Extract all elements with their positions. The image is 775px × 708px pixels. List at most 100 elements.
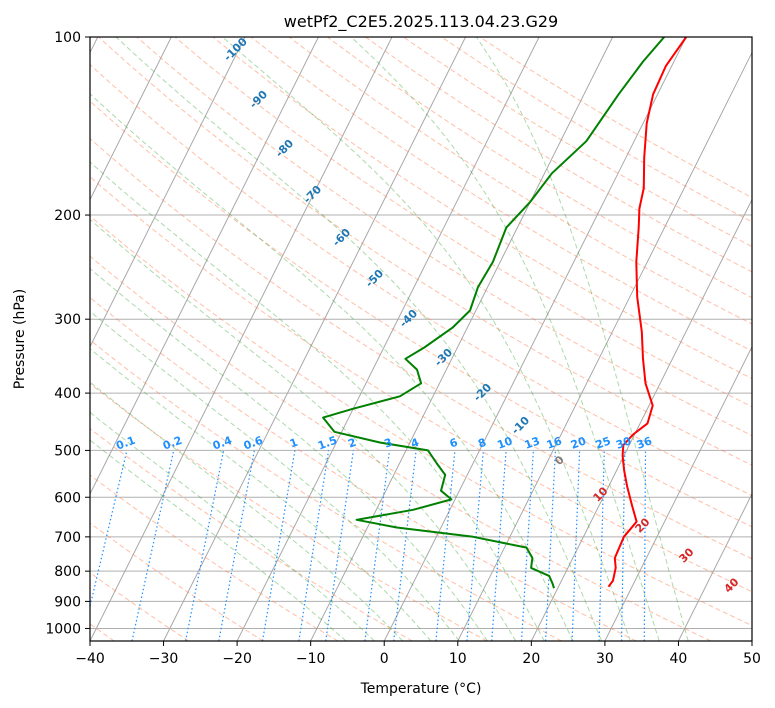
isotherm-label: 30	[677, 545, 697, 565]
mixing-ratio-label: 25	[594, 434, 613, 451]
isotherm-label: -20	[471, 381, 494, 404]
isotherm-line	[236, 37, 540, 641]
isotherm-line	[90, 37, 393, 641]
dry-adiabat-line	[174, 37, 752, 408]
mixing-ratio-line	[491, 450, 507, 641]
y-tick-label: 500	[54, 443, 81, 459]
moist-adiabat-line	[350, 37, 660, 641]
moist-adiabat-line	[90, 267, 488, 641]
x-tick-label: 0	[380, 651, 389, 667]
moist-adiabat-line	[90, 93, 574, 641]
y-tick-label: 600	[54, 490, 81, 506]
dry-adiabat-line	[90, 100, 752, 528]
mixing-ratio-label: 1.5	[316, 434, 339, 453]
moist-adiabat-line	[90, 218, 517, 641]
x-tick-label: 30	[596, 651, 614, 667]
isotherm-label: -10	[509, 414, 532, 437]
mixing-ratio-label: 10	[495, 434, 514, 452]
moist-adiabat-line	[115, 37, 603, 641]
dewpoint-profile	[322, 37, 665, 589]
mixing-ratio-label: 0.4	[211, 434, 234, 453]
dry-adiabat-line	[90, 296, 637, 641]
axes: −40 −30 −20 −10 0 10 20 30 40 5010020030040050060…	[45, 30, 761, 667]
dry-adiabat-line	[90, 137, 752, 560]
mixing-ratio-label: 0.6	[242, 434, 265, 453]
mixing-ratio-label: 8	[476, 436, 488, 451]
x-axis-label: Temperature (°C)	[360, 681, 482, 697]
profile-lines	[322, 37, 688, 589]
dry-adiabat-line	[90, 339, 562, 641]
dry-adiabat-line	[90, 63, 752, 497]
mixing-ratio-label: 0.1	[114, 434, 137, 453]
isotherm-line	[677, 492, 752, 641]
mixing-ratio-label: 20	[569, 434, 588, 452]
x-tick-label: −10	[296, 651, 326, 667]
y-tick-label: 300	[54, 312, 81, 328]
isotherm-line	[383, 37, 687, 641]
isotherm-label: -90	[247, 88, 270, 111]
dry-adiabat-line	[365, 37, 752, 273]
isotherm-label: -70	[301, 183, 324, 206]
isotherm-line	[751, 639, 752, 641]
mixing-ratio-label: 16	[545, 434, 564, 452]
dry-adiabat-line	[90, 522, 264, 641]
isotherm-label: -40	[397, 307, 420, 330]
mixing-ratio-line	[364, 450, 391, 641]
chart-title: wetPf2_C2E5.2025.113.04.23.G29	[284, 12, 558, 32]
dry-adiabat-line	[327, 37, 752, 299]
dry-adiabat-line	[403, 37, 752, 248]
moist-adiabat-line	[90, 439, 347, 641]
mixing-ratio-line	[218, 450, 255, 641]
isotherm-label: -50	[363, 267, 386, 290]
isotherm-line	[90, 37, 172, 201]
dry-adiabat-line	[479, 37, 752, 199]
mixing-ratio-line	[545, 450, 556, 641]
plot-frame	[89, 36, 753, 642]
moist-adiabat-line	[222, 37, 631, 641]
x-tick-label: −20	[222, 651, 252, 667]
dry-adiabat-line	[90, 255, 712, 641]
x-tick-label: 20	[522, 651, 540, 667]
mixing-ratio-line	[298, 450, 330, 641]
x-tick-label: 40	[670, 651, 688, 667]
dry-adiabat-line	[90, 215, 752, 627]
dry-adiabat-line	[90, 474, 339, 641]
y-axis-label: Pressure (hPa)	[12, 289, 28, 389]
mixing-ratio-label: 0.2	[161, 434, 184, 453]
isotherm-line	[163, 37, 467, 641]
mixing-ratio-label: 4	[409, 436, 421, 451]
dry-adiabat-line	[90, 427, 413, 641]
y-tick-label: 800	[54, 564, 81, 580]
gridlines	[90, 37, 752, 641]
dry-adiabat-line	[90, 176, 752, 593]
y-tick-label: 400	[54, 386, 81, 402]
y-tick-label: 700	[54, 530, 81, 546]
isotherm-line	[530, 198, 752, 641]
mixing-ratio-label: 36	[635, 434, 654, 452]
x-tick-label: 50	[743, 651, 761, 667]
y-tick-label: 900	[54, 594, 81, 610]
mixing-ratio-line	[598, 450, 605, 641]
background-lines	[90, 37, 752, 641]
isotherm-label: -80	[273, 137, 296, 160]
isotherm-line	[457, 51, 752, 641]
moist-adiabat-line	[90, 348, 432, 641]
moist-adiabat-line	[476, 37, 689, 641]
y-tick-label: 1000	[45, 621, 81, 637]
mixing-ratio-line	[261, 450, 296, 641]
dry-adiabat-line	[212, 37, 752, 380]
mixing-ratio-line	[185, 450, 225, 641]
mixing-ratio-line	[131, 450, 175, 641]
x-tick-label: 10	[449, 651, 467, 667]
dry-adiabat-line	[90, 571, 189, 641]
mixing-ratio-line	[393, 450, 417, 641]
mixing-ratio-line	[621, 450, 626, 641]
mixing-ratio-label: 13	[523, 434, 542, 451]
isotherm-label: -30	[432, 346, 455, 369]
mixing-ratio-label: 3	[383, 436, 395, 451]
x-tick-label: −40	[75, 651, 105, 667]
mixing-ratio-label: 2	[346, 436, 358, 451]
y-tick-label: 200	[54, 208, 81, 224]
moist-adiabat-line	[90, 161, 545, 641]
